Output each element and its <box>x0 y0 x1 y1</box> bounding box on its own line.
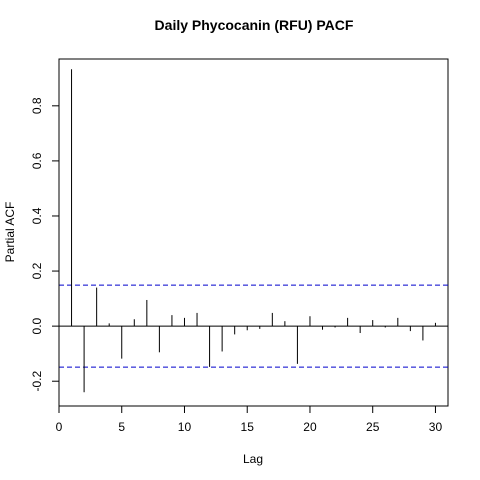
y-tick-label: -0.2 <box>30 371 44 392</box>
y-axis-label: Partial ACF <box>3 202 17 263</box>
confidence-bounds <box>59 284 448 368</box>
x-tick-label: 30 <box>429 420 443 434</box>
x-tick-label: 15 <box>241 420 255 434</box>
y-tick-label: 0.4 <box>30 207 44 224</box>
y-tick-label: 0.0 <box>30 317 44 334</box>
pacf-bars <box>71 69 436 393</box>
y-axis: -0.2 0.0 0.2 0.4 0.6 0.8 <box>30 97 60 392</box>
plot-frame <box>58 58 449 407</box>
x-tick-label: 0 <box>56 420 63 434</box>
x-axis-label: Lag <box>243 452 263 466</box>
y-tick-label: 0.2 <box>30 262 44 279</box>
x-tick-label: 25 <box>366 420 380 434</box>
chart-title: Daily Phycocanin (RFU) PACF <box>155 17 354 33</box>
x-axis: 0 5 10 15 20 25 30 <box>56 405 443 434</box>
x-tick-label: 20 <box>303 420 317 434</box>
y-tick-label: 0.8 <box>30 97 44 114</box>
y-tick-label: 0.6 <box>30 152 44 169</box>
x-tick-label: 5 <box>118 420 125 434</box>
x-tick-label: 10 <box>178 420 192 434</box>
